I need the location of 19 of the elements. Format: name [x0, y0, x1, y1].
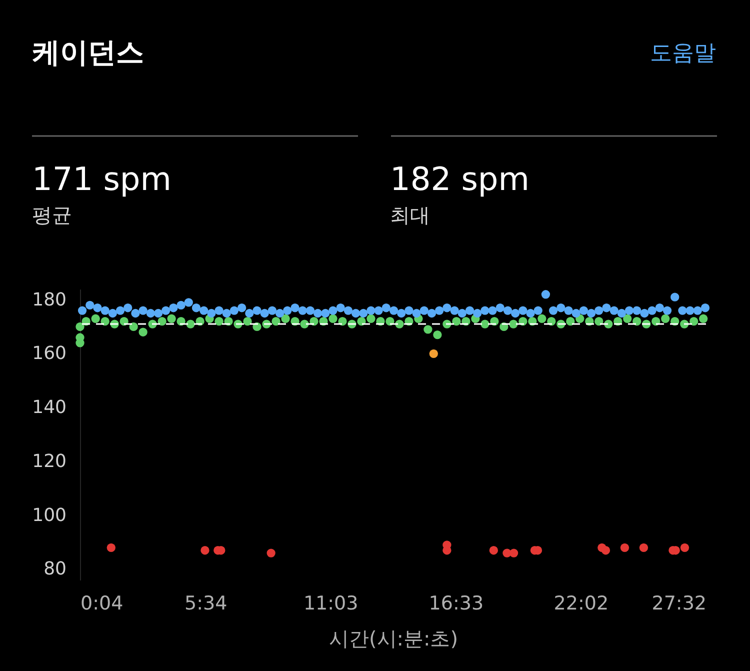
x-tick-label: 27:32 — [652, 592, 706, 614]
y-tick-label: 100 — [32, 504, 66, 526]
y-tick-label: 140 — [32, 397, 66, 418]
chart-title: 케이던스 — [32, 36, 144, 69]
y-tick-label: 180 — [32, 289, 66, 310]
text: 171 spm — [32, 160, 172, 198]
x-tick-label: 11:03 — [303, 592, 358, 614]
text: 182 spm — [390, 160, 530, 198]
x-tick-label: 22:02 — [554, 592, 609, 614]
y-tick-label: 80 — [44, 558, 66, 580]
text: 최대 — [390, 203, 430, 227]
x-tick-label: 0:04 — [80, 592, 124, 614]
text: 도움말 — [650, 41, 716, 66]
y-tick-label: 160 — [32, 343, 66, 364]
x-axis-title: 시간(시:분:초) — [328, 626, 458, 650]
text: 평균 — [32, 203, 72, 227]
x-tick-label: 5:34 — [184, 592, 228, 614]
y-tick-label: 120 — [32, 450, 66, 472]
x-tick-label: 16:33 — [428, 592, 484, 614]
